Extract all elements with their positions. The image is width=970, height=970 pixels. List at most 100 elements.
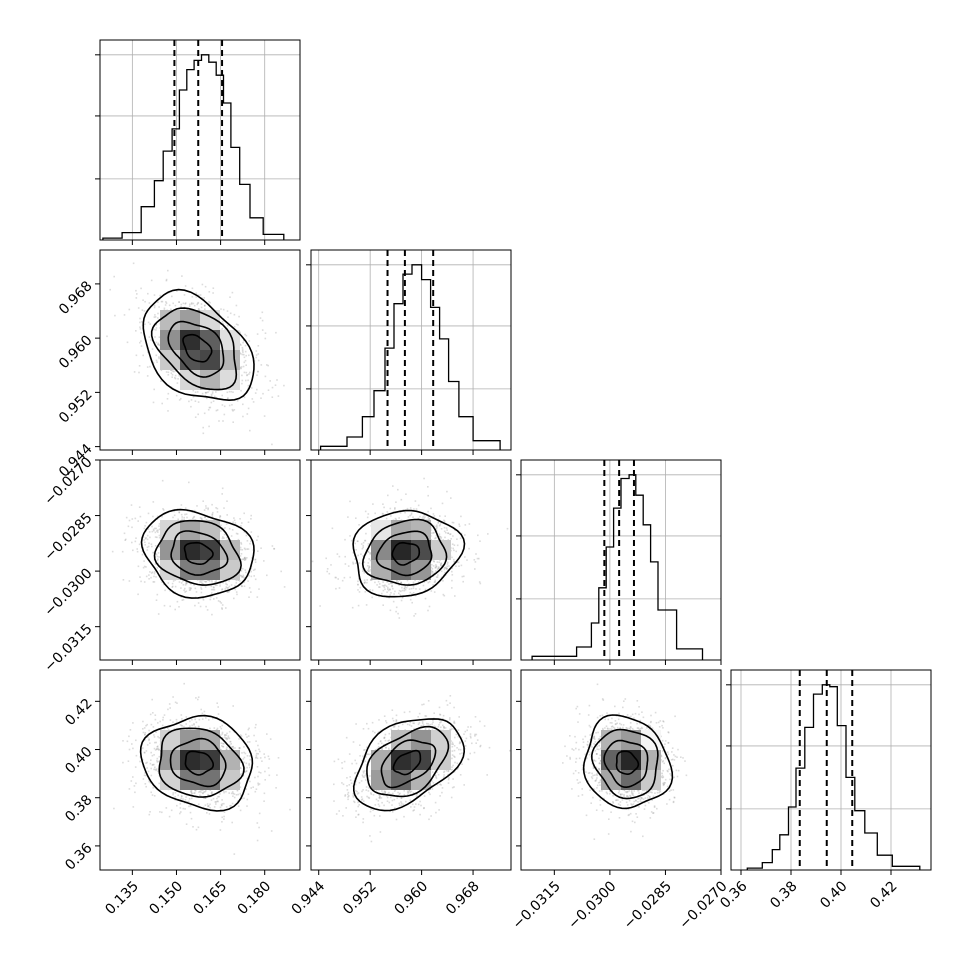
scatter-point <box>506 527 509 530</box>
scatter-point <box>414 579 416 582</box>
scatter-point <box>403 589 406 592</box>
scatter-point <box>171 374 174 376</box>
scatter-point <box>151 545 153 548</box>
scatter-point <box>222 536 224 538</box>
scatter-point <box>158 306 160 308</box>
hist-panel-3 <box>726 669 932 875</box>
scatter-point <box>357 589 359 591</box>
scatter-point <box>224 588 227 590</box>
scatter-point <box>197 308 200 310</box>
scatter-point <box>415 588 417 590</box>
scatter-point <box>154 718 157 721</box>
scatter-point <box>155 553 158 556</box>
scatter-point <box>155 327 158 329</box>
scatter-point <box>241 575 243 578</box>
scatter-point <box>139 515 142 518</box>
scatter-point <box>143 774 146 777</box>
scatter-point <box>263 415 266 417</box>
scatter-point <box>135 537 137 539</box>
scatter-point <box>162 716 164 719</box>
scatter-point <box>400 498 403 501</box>
scatter-point <box>208 719 210 721</box>
scatter-point <box>374 512 376 515</box>
scatter-point <box>161 402 163 405</box>
scatter-point <box>165 301 167 303</box>
scatter-point <box>146 375 149 377</box>
scatter-point <box>383 506 385 509</box>
scatter-point <box>134 766 137 768</box>
scatter-point <box>148 336 151 338</box>
scatter-point <box>359 586 362 589</box>
scatter-point <box>241 350 244 352</box>
scatter-point <box>367 513 370 515</box>
scatter-point <box>184 285 187 287</box>
scatter-point <box>409 507 412 509</box>
scatter-point <box>202 426 204 429</box>
scatter-point <box>197 301 200 304</box>
scatter-point <box>273 548 276 550</box>
scatter-point <box>248 596 250 598</box>
scatter-point <box>248 354 250 357</box>
scatter-point <box>433 591 436 593</box>
density-panel-2-0 <box>95 459 301 665</box>
scatter-point <box>432 560 435 562</box>
scatter-point <box>189 589 192 591</box>
scatter-point <box>269 738 272 740</box>
scatter-point <box>406 507 409 510</box>
scatter-point <box>148 302 151 304</box>
scatter-point <box>199 605 202 608</box>
scatter-point <box>479 582 482 585</box>
scatter-point <box>156 567 159 569</box>
scatter-point <box>277 395 280 397</box>
scatter-point <box>178 511 181 514</box>
scatter-point <box>244 344 247 347</box>
scatter-point <box>180 397 182 400</box>
scatter-point <box>241 797 243 800</box>
scatter-point <box>169 589 171 592</box>
scatter-point <box>169 719 172 721</box>
scatter-point <box>191 511 193 513</box>
scatter-point <box>254 392 257 394</box>
scatter-point <box>364 539 366 542</box>
scatter-point <box>257 370 259 373</box>
scatter-point <box>389 594 391 596</box>
scatter-point <box>240 575 242 577</box>
scatter-point <box>172 516 174 519</box>
scatter-point <box>195 591 198 593</box>
scatter-point <box>205 580 208 583</box>
scatter-point <box>473 559 476 561</box>
scatter-point <box>158 336 161 338</box>
density-cell <box>160 330 180 350</box>
scatter-point <box>382 589 385 592</box>
scatter-point <box>187 800 190 803</box>
scatter-point <box>243 558 245 561</box>
scatter-point <box>226 583 228 586</box>
scatter-point <box>194 789 197 792</box>
scatter-point <box>446 490 448 493</box>
scatter-point <box>264 332 267 334</box>
density-cell <box>391 520 411 540</box>
scatter-point <box>155 341 158 344</box>
scatter-point <box>184 302 187 304</box>
scatter-point <box>381 584 384 587</box>
scatter-point <box>236 593 238 596</box>
scatter-point <box>417 504 420 507</box>
scatter-point <box>363 561 366 563</box>
scatter-point <box>262 392 264 395</box>
scatter-point <box>350 539 353 542</box>
scatter-point <box>247 407 250 410</box>
scatter-point <box>244 557 246 559</box>
scatter-point <box>221 328 224 330</box>
scatter-point <box>202 599 205 601</box>
scatter-point <box>432 584 434 586</box>
scatter-point <box>453 549 455 552</box>
scatter-point <box>267 389 270 391</box>
scatter-point <box>190 817 193 820</box>
scatter-point <box>196 505 198 507</box>
scatter-point <box>138 371 140 374</box>
scatter-point <box>369 553 371 555</box>
scatter-point <box>163 714 166 716</box>
scatter-point <box>440 564 442 567</box>
scatter-point <box>194 400 197 402</box>
scatter-point <box>446 563 449 565</box>
